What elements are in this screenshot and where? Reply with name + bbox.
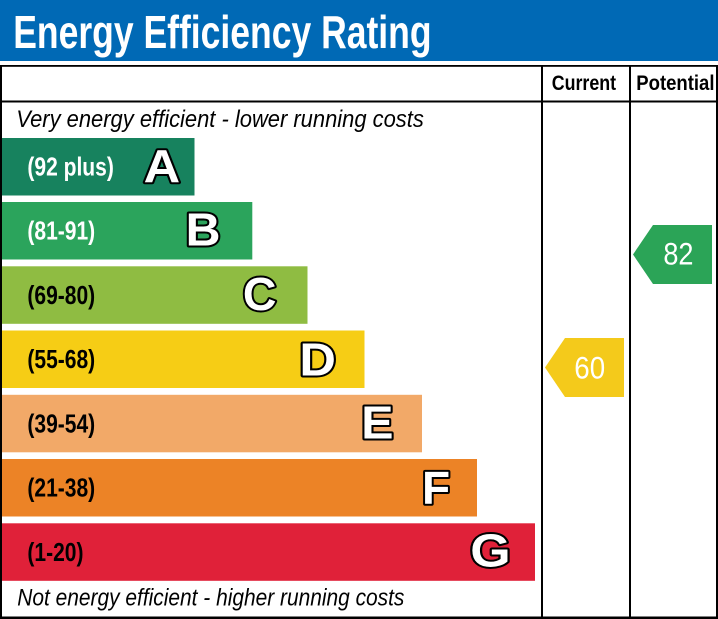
svg-text:(1-20): (1-20) (27, 538, 83, 566)
svg-text:82: 82 (663, 237, 693, 272)
svg-text:Not energy efficient - higher: Not energy efficient - higher running co… (17, 584, 404, 611)
svg-text:Energy Efficiency Rating: Energy Efficiency Rating (13, 6, 431, 58)
svg-text:(92 plus): (92 plus) (27, 153, 113, 181)
svg-text:60: 60 (574, 351, 605, 386)
svg-text:Current: Current (552, 72, 617, 96)
svg-text:C: C (243, 268, 277, 320)
svg-text:(69-80): (69-80) (27, 281, 95, 309)
svg-text:Potential: Potential (636, 72, 714, 96)
svg-text:A: A (144, 141, 181, 192)
svg-text:E: E (361, 397, 393, 449)
svg-text:G: G (470, 526, 510, 577)
svg-text:F: F (422, 462, 450, 514)
svg-text:(39-54): (39-54) (27, 410, 95, 438)
svg-text:D: D (299, 335, 336, 386)
svg-text:Very energy efficient - lower: Very energy efficient - lower running co… (16, 105, 424, 132)
svg-text:(21-38): (21-38) (27, 474, 95, 502)
svg-text:(55-68): (55-68) (27, 345, 95, 373)
svg-text:B: B (186, 204, 221, 256)
svg-text:(81-91): (81-91) (27, 217, 95, 245)
